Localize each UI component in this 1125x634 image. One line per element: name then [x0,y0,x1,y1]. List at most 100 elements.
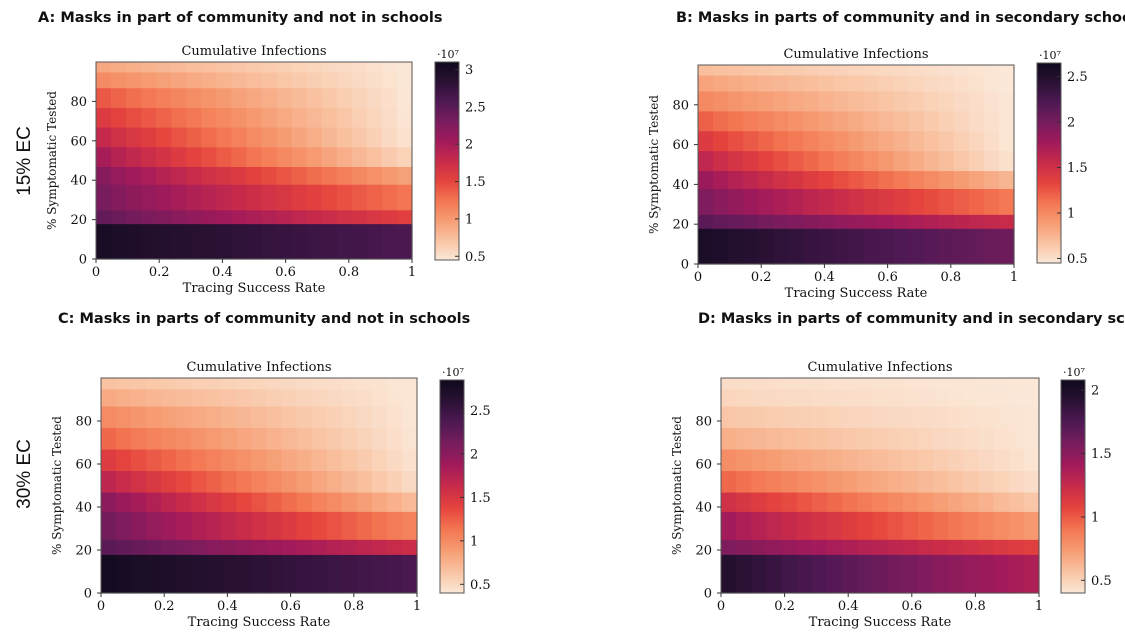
heatmap-cell [371,448,388,472]
heatmap-cell [872,470,889,493]
heatmap-cell [773,150,789,172]
heatmap-cell [781,388,798,407]
heatmap-cell [386,470,403,493]
heatmap-cell [146,470,162,493]
heatmap-cell [968,110,985,132]
heatmap-cell [968,228,985,265]
heatmap-cell [336,62,353,73]
heatmap-cell [917,539,934,555]
heatmap-cell [221,539,238,555]
heatmap-cell [766,378,783,390]
heatmap-cell [811,511,828,540]
heatmap-cell [261,223,278,260]
heatmap-cell [266,491,283,512]
heatmap-cell [728,150,744,172]
heatmap-cell [953,74,970,92]
heatmap-cell [1008,554,1025,594]
heatmap-cell [978,491,995,512]
heatmap-cell [131,378,147,390]
heatmap-cell [758,130,774,152]
heatmap-cell [116,378,132,390]
heatmap-cell [291,87,308,108]
heatmap-cell [321,87,338,108]
plot-frame [697,64,1015,265]
heatmap-cell [698,188,714,215]
heatmap-cell [938,65,955,76]
y-tick-label: 60 [672,138,689,153]
heatmap-cell [863,214,880,229]
heatmap-cell [216,107,233,128]
heatmap-cell [366,87,383,108]
heatmap-cell [401,388,418,407]
heatmap-cell [743,110,759,132]
heatmap-cell [326,511,343,540]
heatmap-cell [893,228,910,265]
heatmap-cell [773,228,789,265]
heatmap-cells [698,65,1015,265]
heatmap-cell [381,127,398,148]
heatmap-cell [781,405,798,429]
y-tick-label: 40 [695,501,712,516]
heatmap-cell [236,405,253,429]
colorbar-tick-label: 0.5 [1091,574,1112,589]
heatmap-cell [728,90,744,112]
heatmap-cell [101,539,117,555]
heatmap-cell [766,427,783,450]
heatmap-cell [893,188,910,215]
heatmap-cell [311,388,328,407]
heatmap-cell [833,65,850,76]
heatmap-cell [381,184,398,211]
heatmap-cell [366,223,383,260]
colorbar-tick-label: 3 [465,63,473,78]
heatmap-cell [161,405,177,429]
heatmap-cell [131,554,147,594]
heatmap-cell [246,223,263,260]
heatmap-cell [116,539,132,555]
heatmap-cell [176,388,192,407]
heatmap-cell [781,470,798,493]
heatmap-cell [983,188,1000,215]
heatmap-cell [251,511,268,540]
heatmap-cell [236,388,253,407]
heatmap-cell [953,110,970,132]
heatmap-cell [311,491,328,512]
heatmap-cell [341,448,358,472]
heatmap-cell [351,184,368,211]
heatmap-cell [766,448,783,472]
heatmap-cell [983,228,1000,265]
heatmap-cell [948,448,964,472]
panel-title-c: C: Masks in parts of community and not i… [58,311,471,327]
heatmap-cell [818,90,835,112]
heatmap-cell [381,146,398,168]
heatmap-cell [176,448,192,472]
heatmap-cell [713,188,729,215]
heatmap-cell [721,378,737,390]
heatmap-cell [201,107,217,128]
heatmap-cell [811,388,828,407]
heatmap-cell [351,127,368,148]
heatmap-cell [833,228,850,265]
heatmap-cell [216,127,233,148]
heatmap-cell [848,170,865,189]
heatmap-cell [321,223,338,260]
heatmap-cell [336,107,353,128]
heatmap-cell [111,127,127,148]
x-tick-label: 1 [413,599,421,614]
heatmap-cell [236,539,253,555]
heatmap-cell [983,110,1000,132]
heatmap-cell [221,427,238,450]
heatmap-cell [857,448,874,472]
heatmap-cell [246,71,263,89]
heatmap-cell [356,378,373,390]
heatmap-cell [191,378,207,390]
heatmap-cell [781,427,798,450]
heatmap-cell [803,65,819,76]
heatmap-cell [276,62,293,73]
heatmap-cell [818,74,835,92]
chart-title: Cumulative Infections [186,360,331,375]
heatmap-cell [321,62,338,73]
heatmap-cell [827,511,843,540]
heatmap-cell [902,448,919,472]
y-tick-label: 80 [70,95,87,110]
heatmap-cell [968,150,985,172]
